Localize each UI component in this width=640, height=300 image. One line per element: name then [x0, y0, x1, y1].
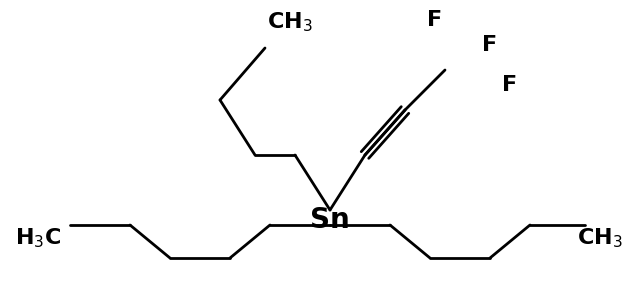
Text: CH$_3$: CH$_3$ [577, 226, 623, 250]
Text: F: F [502, 75, 518, 95]
Text: Sn: Sn [310, 206, 350, 234]
Text: H$_3$C: H$_3$C [15, 226, 61, 250]
Text: F: F [483, 35, 497, 55]
Text: F: F [428, 10, 443, 30]
Text: CH$_3$: CH$_3$ [267, 10, 313, 34]
